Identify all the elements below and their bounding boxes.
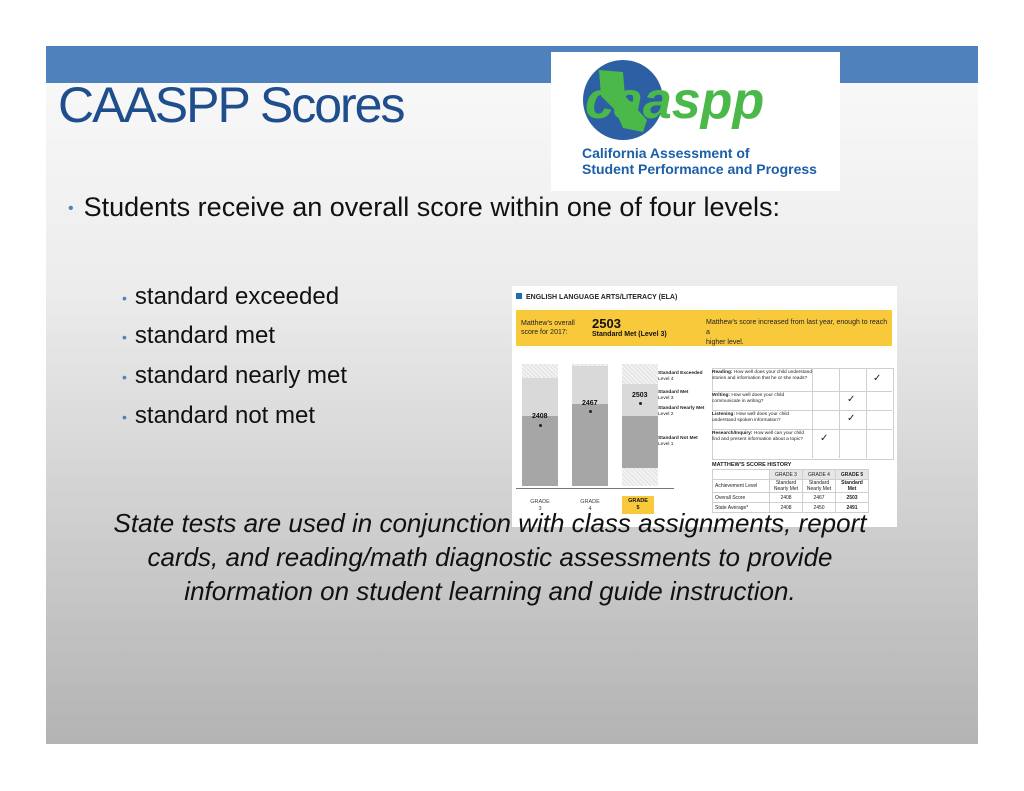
main-bullet-text: Students receive an overall score within…: [83, 192, 780, 222]
bullet-dot: •: [122, 328, 127, 345]
grid-line: [812, 368, 813, 458]
level-item: • standard not met: [122, 402, 315, 430]
grade-5-label: GRADE 5: [622, 496, 654, 514]
bullet-dot: •: [122, 368, 127, 385]
level-item-text: standard nearly met: [134, 362, 348, 389]
level-3-label: Standard Met Level 3: [658, 390, 689, 401]
table-header: GRADE 4: [802, 469, 836, 480]
table-cell: 2491: [835, 502, 869, 513]
table-header-row: GRADE 3 GRADE 4 GRADE 5: [712, 469, 869, 480]
slide-note: State tests are used in conjunction with…: [113, 508, 867, 606]
level-2-label: Standard Nearly Met Level 2: [658, 406, 705, 417]
grid-line: [839, 368, 840, 458]
table-corner: [712, 469, 770, 480]
score-report-image: ENGLISH LANGUAGE ARTS/LITERACY (ELA) Mat…: [512, 286, 897, 527]
area-reading: Reading: How well does your child unders…: [712, 370, 813, 381]
table-cell: Standard Nearly Met: [769, 479, 803, 493]
table-row-label: Achievement Level: [712, 479, 770, 493]
main-bullet: • Students receive an overall score withi…: [68, 192, 780, 223]
grade-3-bar: [522, 416, 558, 486]
grade-4-score: 2467: [582, 400, 598, 407]
bullet-dot: •: [122, 289, 127, 306]
chart-baseline: [516, 488, 674, 489]
score-history-title: MATTHEW'S SCORE HISTORY: [712, 462, 792, 468]
table-header: GRADE 3: [769, 469, 803, 480]
table-cell: Standard Nearly Met: [802, 479, 836, 493]
level-item-text: standard met: [134, 322, 275, 349]
score-message: Matthew's score increased from last year…: [706, 319, 888, 346]
overall-score: 2503: [592, 316, 621, 331]
grid-line: [712, 410, 892, 411]
check-icon: ✓: [847, 394, 856, 405]
overall-label: Matthew's overall score for 2017:: [521, 320, 575, 336]
level-item: • standard exceeded: [122, 283, 339, 311]
area-listening: Listening: How well does your child unde…: [712, 412, 790, 423]
score-history-table: GRADE 3 GRADE 4 GRADE 5 Achievement Leve…: [712, 469, 869, 513]
table-cell: 2503: [835, 492, 869, 503]
grid-line: [712, 429, 892, 430]
logo-wordmark: caaspp: [585, 72, 764, 130]
report-header: ENGLISH LANGUAGE ARTS/LITERACY (ELA): [526, 294, 678, 301]
grade-5-score: 2503: [632, 392, 648, 399]
area-writing: Writing: How well does your child commun…: [712, 393, 785, 404]
level-1-label: Standard Not Met Level 1: [658, 436, 698, 447]
grid-line: [712, 391, 892, 392]
grade-4-bar: [572, 404, 608, 486]
logo-line-1: California Assessment of: [582, 145, 750, 161]
grade-5-bar-upper: [622, 384, 658, 416]
table-header: GRADE 5: [835, 469, 869, 480]
level-item: • standard met: [122, 322, 275, 350]
logo-line-2: Student Performance and Progress: [582, 161, 817, 177]
table-cell: 2467: [802, 492, 836, 503]
bullet-dot: •: [122, 408, 127, 425]
level-item-text: standard exceeded: [134, 283, 340, 310]
grade-3-label: GRADE 3: [530, 499, 550, 512]
table-row: Overall Score 2408 2467 2503: [712, 492, 869, 503]
grade-3-score: 2408: [532, 413, 548, 420]
table-row: State Average* 2408 2450 2491: [712, 502, 869, 513]
level-item: • standard nearly met: [122, 362, 347, 390]
check-icon: ✓: [873, 373, 882, 384]
grade-3-point: [539, 424, 542, 427]
slide-title: CAASPP Scores: [58, 77, 405, 133]
level-4-label: Standard Exceeded Level 4: [658, 371, 703, 382]
area-grid: [712, 368, 894, 460]
grade-4-bar-upper: [572, 366, 608, 404]
overall-level: Standard Met (Level 3): [592, 331, 667, 338]
overall-score-band: Matthew's overall score for 2017: 2503 St…: [516, 310, 892, 346]
table-row: Achievement Level Standard Nearly Met St…: [712, 479, 869, 493]
grade-4-point: [589, 410, 592, 413]
grade-3-bar-upper: [522, 378, 558, 416]
level-item-text: standard not met: [134, 402, 316, 429]
check-icon: ✓: [820, 433, 829, 444]
caaspp-logo: caaspp California Assessment of Student …: [551, 52, 840, 191]
check-icon: ✓: [847, 413, 856, 424]
grid-line: [866, 368, 867, 458]
table-row-label: Overall Score: [712, 492, 770, 503]
grade-4-label: GRADE 4: [580, 499, 600, 512]
bullet-dot: •: [68, 199, 74, 217]
grade-5-bar: [622, 416, 658, 468]
report-header-marker: [516, 293, 522, 299]
grade-5-point: [639, 402, 642, 405]
table-cell: 2408: [769, 492, 803, 503]
caaspp-logo-mark: caaspp: [583, 60, 764, 140]
table-cell: Standard Met: [835, 479, 869, 493]
area-research: Research/Inquiry: How well can your chil…: [712, 431, 804, 442]
